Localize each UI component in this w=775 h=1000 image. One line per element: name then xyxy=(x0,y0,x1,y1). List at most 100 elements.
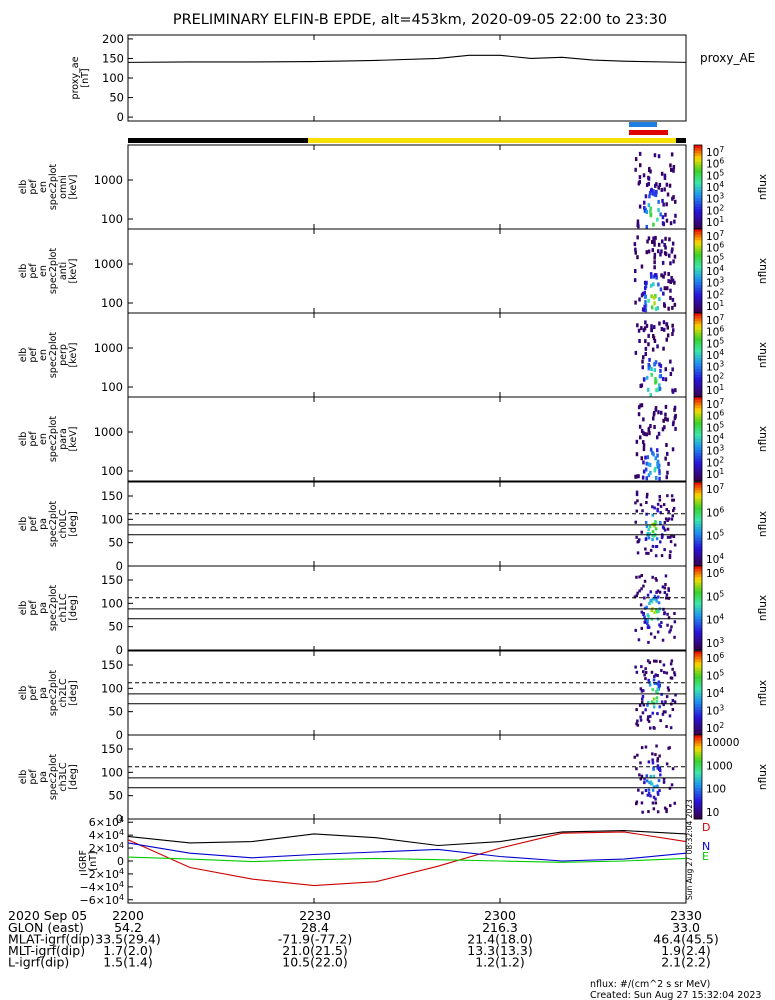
igrf-ytick-label: 0 xyxy=(117,855,124,868)
spectrogram-cell xyxy=(636,753,639,757)
spectrogram-cell xyxy=(640,610,644,614)
spectrogram-cell xyxy=(650,294,653,299)
colorbar-segment xyxy=(694,608,702,612)
ephemeris-value: 33.5(29.4) xyxy=(95,932,160,947)
spectrogram-cell xyxy=(653,522,656,526)
spectrogram-cell xyxy=(647,536,651,540)
spectrogram-cell xyxy=(644,467,648,472)
spectrogram-cell xyxy=(647,236,651,241)
spectrogram-cell xyxy=(645,525,649,528)
spectrogram-cell xyxy=(647,678,650,682)
spectrogram-cell xyxy=(671,699,675,702)
spectrogram-cell xyxy=(655,696,659,700)
spectrogram-cell xyxy=(645,432,649,437)
colorbar-frame xyxy=(693,565,703,651)
spectrogram-cell xyxy=(650,372,653,377)
spectrogram-cell xyxy=(644,789,648,792)
spectrogram-cell xyxy=(673,543,677,547)
colorbar-segment xyxy=(694,662,702,666)
spectrogram-cell xyxy=(646,622,649,626)
spectrogram-cell xyxy=(659,511,662,515)
spectrogram-cell xyxy=(661,239,664,244)
spectrogram-cell xyxy=(657,601,661,605)
spectrogram-cell xyxy=(664,212,667,217)
spectrogram-cell xyxy=(662,780,666,784)
spectrogram-cell xyxy=(659,625,662,628)
igrf-series-line xyxy=(127,831,687,887)
spectrogram-cell xyxy=(652,336,656,341)
colorbar-segment xyxy=(694,290,702,294)
spectrogram-cell xyxy=(638,703,642,707)
spectrogram-cell xyxy=(660,621,663,625)
spectrogram-cell xyxy=(649,714,652,718)
panel-ylabel: elb pef pa spec2plot ch2LC [deg] xyxy=(18,670,79,717)
pa-ytick-label: 100 xyxy=(101,681,123,695)
colorbar-segment xyxy=(694,159,702,163)
spectrogram-cell xyxy=(663,176,667,180)
spectrogram-cell xyxy=(635,535,638,539)
colorbar-label: nflux xyxy=(757,595,769,621)
spectrogram-cell xyxy=(663,548,666,552)
spectrogram-cell xyxy=(663,521,667,524)
colorbar-segment xyxy=(694,641,702,645)
colorbar-segment xyxy=(694,785,702,789)
spectrogram-cell xyxy=(650,274,653,279)
colorbar-segment xyxy=(694,203,702,208)
colorbar-segment xyxy=(694,391,702,395)
colorbar-segment xyxy=(694,805,702,809)
igrf-ytick-label: 4×104 xyxy=(89,828,124,842)
spectrogram-cell xyxy=(653,368,656,373)
spectrogram-cell xyxy=(653,362,656,367)
spectrogram-cell xyxy=(647,366,650,371)
night-bar-end xyxy=(676,138,686,143)
colorbar-segment xyxy=(694,464,702,468)
spectrogram-cell xyxy=(647,203,651,208)
spectrogram-cell xyxy=(663,612,666,616)
spectrogram-cell xyxy=(671,323,674,328)
colorbar-segment xyxy=(694,546,702,550)
spectrogram-cell xyxy=(635,767,638,771)
spectrogram-cell xyxy=(653,295,656,300)
spectrogram-cell xyxy=(671,247,674,252)
colorbar-segment xyxy=(694,729,702,733)
spectrogram-cell xyxy=(655,599,658,603)
x-tick-label: 2230 xyxy=(299,908,331,923)
spectrogram-cell xyxy=(647,333,650,338)
colorbar-segment xyxy=(694,469,702,474)
spectrogram-cell xyxy=(658,705,661,709)
spectrogram-cell xyxy=(653,265,656,270)
spectrogram-cell xyxy=(654,801,658,805)
spectrogram-cell xyxy=(668,183,672,188)
ephemeris-value: 1.5(1.4) xyxy=(103,955,153,970)
spectrogram-cell xyxy=(673,612,676,615)
created-stamp: Created: Sun Aug 27 15:32:04 2023 xyxy=(590,990,761,1000)
colorbar-segment xyxy=(694,771,702,775)
colorbar-tick-label: 106 xyxy=(706,325,724,339)
colorbar-segment xyxy=(694,560,702,564)
spectrogram-cell xyxy=(651,248,654,253)
spectrogram-cell xyxy=(655,578,658,582)
spectrogram-cell xyxy=(649,424,652,428)
colorbar-segment xyxy=(694,399,702,404)
spectrogram-cell xyxy=(644,346,648,351)
spectrogram-cell xyxy=(656,759,659,763)
colorbar-segment xyxy=(694,788,702,792)
spectrogram-cell xyxy=(660,669,663,673)
spectrogram-cell xyxy=(672,168,675,173)
colorbar-segment xyxy=(694,293,702,297)
ylabel-line: ch1LC xyxy=(58,593,69,623)
spectrogram-cell xyxy=(653,192,656,197)
spectrogram-cell xyxy=(653,301,656,306)
colorbar-segment xyxy=(694,647,702,651)
spectrogram-cell xyxy=(656,448,659,453)
colorbar-segment xyxy=(694,816,702,820)
colorbar-segment xyxy=(694,453,702,457)
colorbar-segment xyxy=(694,554,702,559)
spectrogram-cell xyxy=(662,710,666,714)
ylabel-line: spec2plot xyxy=(48,164,59,211)
spectrogram-cell xyxy=(656,344,659,349)
colorbar-label: nflux xyxy=(757,511,769,537)
spectrogram-cell xyxy=(644,537,648,541)
spectrogram-cell xyxy=(651,544,655,548)
spectrogram-cell xyxy=(634,665,637,669)
